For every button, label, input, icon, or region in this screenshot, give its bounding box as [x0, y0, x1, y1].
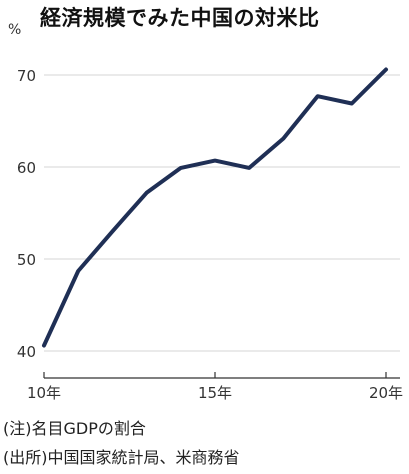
x-tick-label-2010: 10年 [27, 384, 61, 402]
x-axis-ticks: 10年 15年 20年 [27, 372, 403, 402]
y-tick-label-60: 60 [17, 159, 36, 177]
x-tick-label-2015: 15年 [198, 384, 232, 402]
y-tick-label-40: 40 [17, 343, 36, 361]
y-tick-label-50: 50 [17, 251, 36, 269]
grid-lines [44, 74, 400, 352]
y-tick-label-70: 70 [17, 67, 36, 85]
y-axis-ticks: 40 50 60 70 [17, 67, 36, 361]
series-line [42, 67, 388, 348]
x-tick-label-2020: 20年 [369, 384, 403, 402]
y-unit-label: % [8, 22, 22, 38]
note-text: (注)名目GDPの割合 [3, 419, 146, 438]
source-text: (出所)中国国家統計局、米商務省 [3, 448, 240, 467]
chart-title: 経済規模でみた中国の対米比 [40, 6, 320, 30]
